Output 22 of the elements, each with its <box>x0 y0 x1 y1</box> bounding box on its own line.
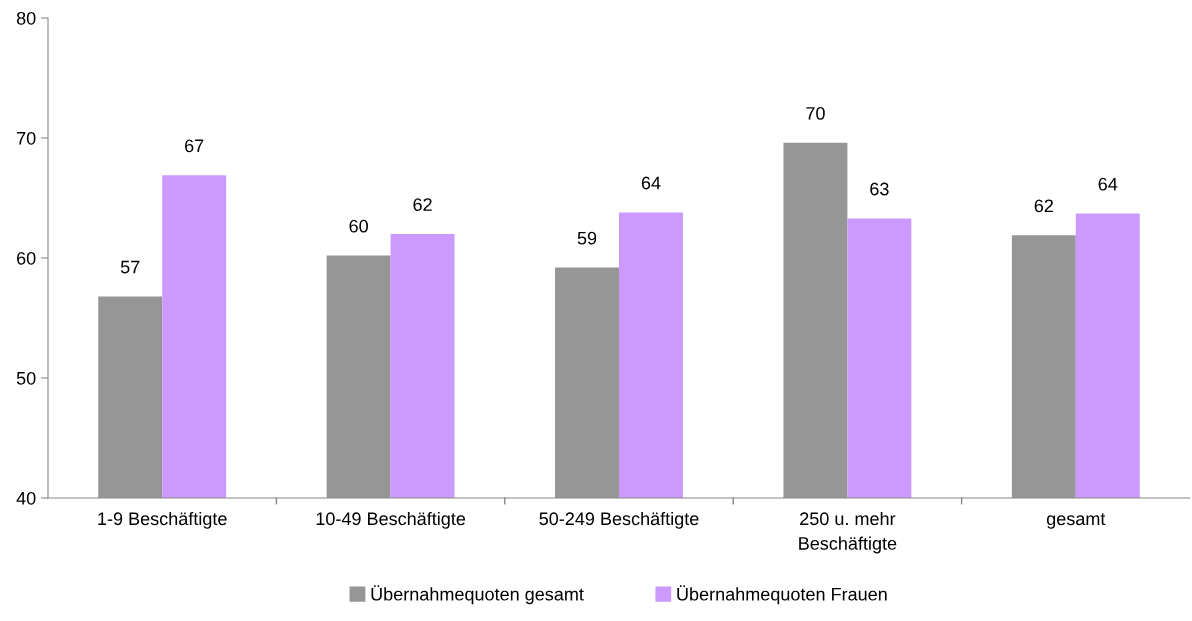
x-tick-label: 1-9 Beschäftigte <box>98 511 227 529</box>
data-label: 60 <box>349 219 368 233</box>
data-label: 70 <box>806 107 825 120</box>
y-tick-label: 80 <box>16 11 36 25</box>
data-label: 57 <box>120 260 140 274</box>
y-tick-label: 50 <box>16 371 36 385</box>
y-tick-label: 40 <box>16 491 36 505</box>
data-label: 64 <box>1098 177 1118 191</box>
legend-label: Übernahmequoten gesamt <box>371 585 584 605</box>
data-label: 62 <box>1034 199 1053 213</box>
x-tick-label: gesamt <box>1046 513 1106 529</box>
x-tick-label: 10-49 Beschäftigte <box>316 511 466 529</box>
legend-label: Übernahmequoten Frauen <box>677 585 887 605</box>
data-label: 64 <box>641 176 661 190</box>
y-tick-label: 70 <box>17 131 36 145</box>
data-label: 62 <box>413 198 432 211</box>
x-tick-label: 50-249 Beschäftigte <box>539 511 699 529</box>
data-label: 59 <box>577 231 597 245</box>
data-label: 63 <box>870 182 889 196</box>
y-tick-label: 60 <box>17 251 36 265</box>
x-tick-label: 250 u. mehr Beschäftigte <box>799 511 897 554</box>
data-label: 67 <box>185 139 204 153</box>
